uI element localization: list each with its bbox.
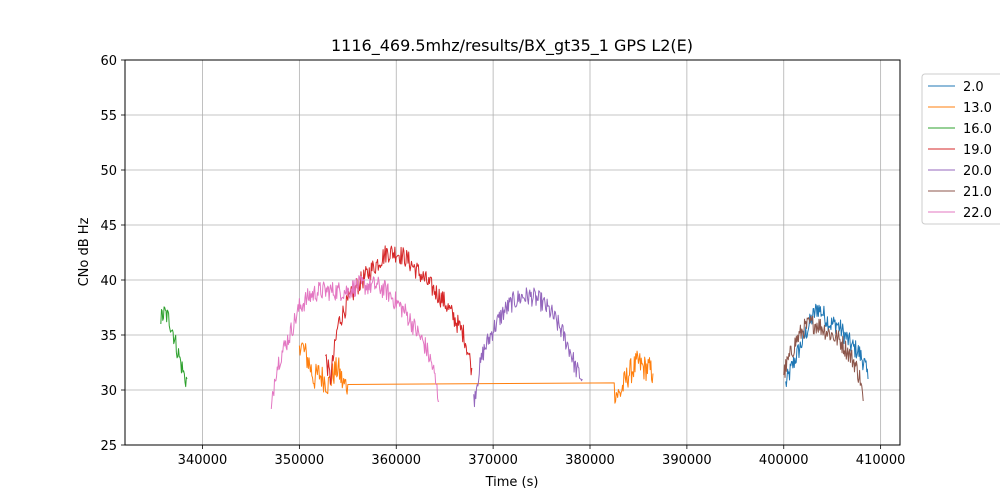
legend-label: 13.0 [963, 101, 992, 116]
x-tick-label: 410000 [856, 453, 906, 468]
legend-label: 2.0 [963, 80, 984, 95]
x-tick-label: 400000 [759, 453, 809, 468]
x-tick-label: 350000 [275, 453, 325, 468]
legend-label: 21.0 [963, 185, 992, 200]
series-line-20-0 [473, 287, 583, 408]
y-axis-label: CNo dB Hz [77, 217, 92, 286]
legend-label: 22.0 [963, 206, 992, 221]
y-tick-label: 50 [100, 164, 117, 179]
y-tick-label: 40 [100, 274, 117, 289]
legend-box [921, 73, 1000, 225]
x-tick-label: 340000 [178, 453, 228, 468]
chart-title: 1116_469.5mhz/results/BX_gt35_1 GPS L2(E… [331, 36, 693, 56]
grid [125, 59, 900, 446]
legend-label: 20.0 [963, 164, 992, 179]
y-tick-label: 30 [100, 384, 117, 399]
series-line-2-0 [785, 303, 869, 388]
y-tick-label: 60 [100, 54, 117, 69]
series-line-21-0 [783, 315, 864, 402]
x-tick-label: 390000 [662, 453, 712, 468]
y-tick-label: 25 [100, 439, 117, 454]
x-tick-label: 360000 [371, 453, 421, 468]
legend-label: 19.0 [963, 143, 992, 158]
series-line-22-0 [270, 275, 440, 409]
x-tick-label: 370000 [468, 453, 518, 468]
legend: 2.0 13.0 16.0 19.0 20.0 21.0 22.0 [921, 73, 1000, 225]
y-tick-label: 55 [100, 109, 117, 124]
series-line-13-0 [298, 342, 654, 404]
plot-area-frame [124, 59, 901, 446]
y-tick-label: 35 [100, 329, 117, 344]
x-tick-label: 380000 [565, 453, 615, 468]
y-tick-label: 45 [100, 219, 117, 234]
series-lines [160, 245, 869, 409]
legend-label: 16.0 [963, 122, 992, 137]
axis-ticks: 340000 350000 360000 370000 380000 390000 4000… [100, 54, 905, 468]
series-line-19-0 [325, 245, 473, 385]
x-axis-label: Time (s) [485, 475, 539, 490]
series-line-16-0 [160, 306, 188, 388]
